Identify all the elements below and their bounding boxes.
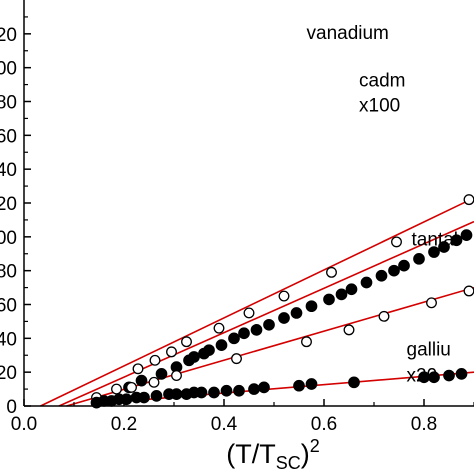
gallium-x20-point <box>138 391 150 404</box>
y-tick-label: 120 <box>0 194 17 215</box>
cadmium-x100-point <box>413 252 425 265</box>
gallium-x20-point <box>348 376 360 389</box>
cadmium-x100-point <box>323 293 335 306</box>
gallium-x20-point <box>293 379 305 392</box>
cadmium-x100-point <box>290 307 303 319</box>
y-tick-label: 220 <box>0 25 17 46</box>
y-tick-label: 80 <box>0 262 17 283</box>
tick-labels: 0.0 0.2 0.4 0.6 0.8 0 20 40 60 80 100 120 140 160 180 2… <box>0 25 437 435</box>
gallium-x20-point <box>428 371 440 384</box>
vanadium-point <box>213 322 225 334</box>
tantalum-point <box>171 370 182 382</box>
tantalum-point <box>301 336 312 348</box>
y-tick-label: 140 <box>0 160 17 181</box>
gallium-x20-label: x20 <box>407 365 438 386</box>
y-tick-label: 100 <box>0 228 17 249</box>
gallium-x20-point <box>305 378 318 390</box>
tantalum-point <box>126 381 137 393</box>
tantalum-point <box>426 297 437 309</box>
x-tick-label: 0.2 <box>111 414 137 435</box>
cadmium-x100-label: x100 <box>359 96 400 117</box>
gallium-x20-point <box>455 368 468 380</box>
cadmium-x100-point <box>360 276 373 289</box>
x-tick-label: 0.8 <box>411 414 437 435</box>
vanadium-point <box>149 354 161 366</box>
y-tick-label: 160 <box>0 126 17 147</box>
gallium-x20-point <box>150 389 163 402</box>
vanadium-point <box>463 194 474 206</box>
cadmium-x100-fit-line <box>58 220 474 407</box>
tantalum-point <box>111 383 122 395</box>
cadmium-x100-point <box>450 234 463 247</box>
vanadium-point <box>166 346 177 358</box>
vanadium-point <box>181 336 192 348</box>
cadmium-x100-point <box>375 269 388 282</box>
cadmium-x100-point <box>238 327 250 340</box>
x-axis-title: (T/TSC)2 <box>226 436 320 473</box>
axes <box>23 0 474 407</box>
gallium-x20-point <box>195 386 208 399</box>
x-tick-label: 0.6 <box>311 414 337 435</box>
cadmium-x100-point <box>263 318 275 331</box>
x-tick-label: 0.4 <box>211 414 238 435</box>
gallium-x20-label: galliu <box>407 339 451 360</box>
vanadium-point <box>243 307 255 319</box>
tantalum-point <box>463 285 474 297</box>
gallium-x20-point <box>220 384 233 397</box>
cadmium-x100-point <box>155 368 168 380</box>
gallium-x20-point <box>258 381 270 394</box>
vanadium-point <box>391 236 402 248</box>
cadmium-x100-point <box>228 332 240 345</box>
cadmium-x100-point <box>305 300 318 313</box>
cadmium-x100-point <box>215 339 228 351</box>
cadmium-x100-point <box>398 259 410 272</box>
tantalum-point <box>231 353 242 365</box>
y-tick-label: 40 <box>0 329 17 350</box>
cadmium-x100-point <box>188 351 200 363</box>
tantalum-point <box>343 324 355 336</box>
y-tick-label: 20 <box>0 363 17 384</box>
vanadium-point <box>132 363 144 375</box>
gallium-x20-point <box>248 383 260 395</box>
cadmium-x100-point <box>278 312 290 324</box>
cadmium-x100-point <box>388 264 400 277</box>
cadmium-x100-label: cadm <box>359 71 405 92</box>
cadmium-x100-point <box>250 324 263 336</box>
gallium-x20-point <box>208 386 220 399</box>
gallium-x20-point <box>443 369 455 382</box>
y-tick-label: 60 <box>0 296 17 317</box>
vanadium-fit-line <box>40 197 474 407</box>
gallium-x20-point <box>120 393 133 406</box>
vanadium-point <box>326 266 337 278</box>
tantalum-point <box>148 376 160 388</box>
y-tick-label: 200 <box>0 59 17 80</box>
cadmium-x100-point <box>460 229 473 241</box>
cadmium-x100-point <box>438 241 450 253</box>
y-tick-label: 180 <box>0 93 17 114</box>
data-points <box>90 194 474 409</box>
gallium-x20-point <box>170 388 183 401</box>
cadmium-x100-point <box>428 246 440 258</box>
vanadium-point <box>278 290 290 302</box>
cadmium-x100-point <box>135 374 148 387</box>
y-tick-label: 0 <box>6 397 17 418</box>
tantalum-point <box>378 310 390 322</box>
tantalum-label: tantal <box>412 230 458 251</box>
cadmium-x100-point <box>335 288 348 301</box>
vanadium-label: vanadium <box>307 23 389 44</box>
cadmium-x100-point <box>203 344 215 357</box>
x-tick-label: 0.0 <box>11 414 37 435</box>
cadmium-x100-point <box>345 283 358 296</box>
gallium-x20-point <box>233 384 245 397</box>
series-labels: vanadium cadm x100 tantal galliu x20 <box>307 23 458 386</box>
